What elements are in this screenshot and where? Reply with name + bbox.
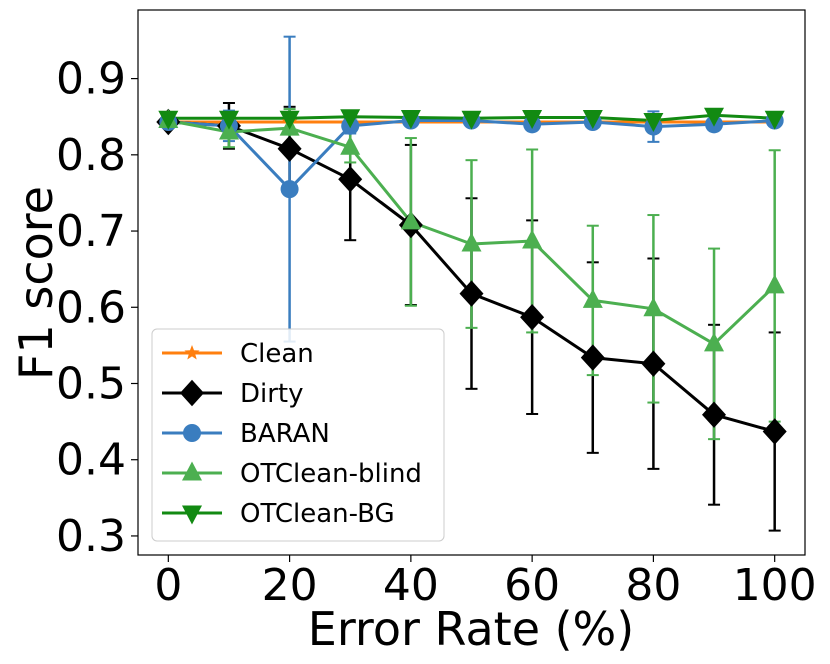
data-point — [764, 274, 785, 294]
y-tick-label: 0.5 — [56, 358, 126, 409]
plot-frame — [137, 9, 806, 556]
y-tick-label: 0.3 — [56, 511, 126, 562]
legend-marker — [182, 461, 202, 481]
x-axis-title: Error Rate (%) — [308, 602, 634, 656]
legend-entry: OTClean-BG — [162, 499, 395, 529]
y-tick-label: 0.4 — [56, 435, 126, 486]
x-tick-label: 100 — [733, 560, 817, 611]
y-tick-label: 0.9 — [56, 54, 126, 105]
legend-label: OTClean-blind — [240, 459, 422, 489]
x-tick-label: 0 — [154, 560, 182, 611]
data-point — [340, 109, 361, 129]
data-point — [582, 288, 603, 308]
data-point — [702, 401, 726, 428]
data-point — [219, 110, 239, 130]
legend-label: OTClean-BG — [240, 499, 395, 529]
data-point — [461, 232, 482, 252]
data-point — [643, 113, 664, 132]
data-point — [704, 332, 724, 352]
data-point — [461, 110, 482, 130]
data-point — [400, 210, 421, 230]
data-point — [522, 110, 543, 129]
x-tick-label: 40 — [383, 560, 439, 611]
legend-frame — [151, 328, 445, 542]
data-point — [459, 280, 484, 307]
data-point — [520, 304, 545, 331]
legend-marker — [183, 424, 201, 442]
data-point — [219, 120, 239, 140]
data-point — [158, 110, 179, 130]
legend: Clean Dirty BARAN OTClean-blind OTClean-BG — [151, 328, 445, 542]
data-point — [762, 418, 787, 445]
data-point — [643, 297, 664, 317]
data-point — [280, 180, 299, 199]
data-point — [277, 135, 302, 162]
legend-entry: BARAN — [162, 419, 330, 449]
legend-entry: Clean — [162, 339, 314, 369]
data-point — [338, 166, 363, 193]
y-axis: 0.3 0.4 0.5 0.6 0.7 0.8 0.9 — [56, 54, 138, 562]
y-tick-label: 0.8 — [56, 130, 126, 181]
legend-label: Clean — [240, 339, 314, 369]
x-tick-label: 80 — [625, 560, 681, 611]
legend-entry: OTClean-blind — [162, 459, 422, 489]
legend-marker — [180, 379, 204, 407]
legend-marker — [182, 505, 202, 525]
x-tick-label: 60 — [504, 560, 560, 611]
legend-entry: Dirty — [162, 379, 304, 409]
legend-label: BARAN — [240, 419, 330, 449]
x-tick-label: 20 — [262, 560, 318, 611]
data-point — [279, 110, 300, 130]
data-point — [704, 107, 724, 127]
series-markers — [156, 107, 787, 445]
y-tick-label: 0.7 — [56, 206, 126, 257]
x-axis: 0 20 40 60 80 100 — [154, 555, 817, 611]
data-point — [764, 110, 785, 130]
data-point — [340, 135, 361, 155]
data-point — [400, 110, 421, 129]
y-axis-title: F1 score — [9, 186, 63, 380]
legend-label: Dirty — [240, 379, 304, 409]
data-point — [580, 344, 605, 371]
legend-marker — [184, 345, 200, 360]
data-point — [522, 229, 543, 249]
data-point — [582, 110, 603, 129]
y-tick-label: 0.6 — [56, 282, 126, 333]
data-point — [641, 350, 666, 377]
